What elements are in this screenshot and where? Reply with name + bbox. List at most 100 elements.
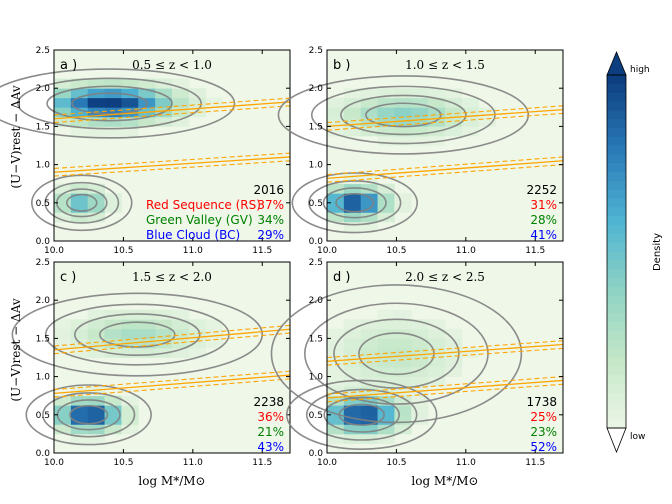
heatmap-cell bbox=[87, 309, 105, 320]
y-tick-label: 0.0 bbox=[309, 449, 324, 459]
heatmap-cell bbox=[327, 405, 345, 416]
contour-line bbox=[30, 174, 133, 232]
heatmap-cell bbox=[54, 107, 72, 118]
y-tick-label: 2.0 bbox=[36, 84, 51, 94]
heatmap-cell bbox=[172, 97, 190, 108]
heatmap-cell bbox=[54, 328, 72, 339]
heatmap-cell bbox=[343, 174, 362, 185]
heatmap-cell bbox=[205, 328, 223, 339]
colorbar-segment bbox=[607, 295, 626, 305]
colorbar-segment bbox=[607, 119, 626, 129]
heatmap-cell bbox=[377, 193, 395, 204]
heatmap-cell bbox=[377, 433, 395, 444]
plot-frame bbox=[53, 261, 291, 454]
heatmap-cell bbox=[121, 405, 139, 416]
heatmap-cell bbox=[394, 347, 412, 358]
ticks: 10.0 10.5 11.0 11.5 0.0 0.5 1.0 1.5 2.0 2.5 bbox=[36, 46, 290, 256]
heatmap-cell bbox=[394, 126, 412, 137]
colorbar-frame bbox=[606, 74, 627, 429]
heatmap-cell bbox=[478, 116, 496, 127]
heatmap-cell bbox=[87, 414, 105, 425]
colorbar-segment bbox=[607, 172, 626, 182]
x-tick-label: 10.5 bbox=[113, 246, 133, 256]
heatmap-cell bbox=[394, 376, 412, 387]
heatmap-cell bbox=[360, 433, 378, 444]
heatmap-cell bbox=[428, 367, 446, 377]
heatmap-cell bbox=[445, 116, 463, 127]
boundary-lines bbox=[326, 105, 564, 183]
heatmap-cell bbox=[155, 116, 173, 127]
colorbar-segment bbox=[607, 260, 626, 270]
heatmap-cell bbox=[70, 202, 89, 213]
heatmap-cell bbox=[87, 202, 105, 213]
heatmap-cell bbox=[377, 183, 395, 194]
colorbar-segment bbox=[607, 180, 626, 191]
heatmap-cell bbox=[343, 424, 362, 435]
x-tick-label: 10.5 bbox=[386, 246, 406, 256]
heatmap-cell bbox=[104, 126, 122, 137]
contour-line bbox=[338, 403, 385, 426]
heatmap-cell bbox=[377, 386, 395, 397]
colorbar-segment bbox=[607, 154, 626, 164]
heatmap-cell bbox=[172, 328, 190, 339]
y-tick-label: 0.0 bbox=[36, 449, 51, 459]
heatmap-cell bbox=[70, 116, 89, 127]
heatmap-cell bbox=[360, 97, 378, 108]
heatmap-cell bbox=[343, 367, 362, 377]
heatmap-cell bbox=[377, 405, 395, 416]
contour-line bbox=[65, 193, 98, 212]
heatmap-cell bbox=[411, 116, 429, 127]
x-tick-label: 10.0 bbox=[44, 246, 64, 256]
y-tick-label: 1.5 bbox=[36, 122, 50, 132]
heatmap-cell bbox=[155, 328, 173, 339]
contour-line bbox=[323, 396, 400, 433]
heatmap-cell bbox=[327, 376, 345, 387]
heatmap-cell bbox=[188, 88, 207, 99]
heatmap-cell bbox=[121, 414, 139, 425]
heatmap-cell bbox=[360, 319, 378, 330]
bc-fraction: 43% bbox=[257, 440, 284, 454]
heatmap-cell bbox=[104, 202, 122, 213]
heatmap-cell bbox=[121, 319, 139, 330]
panel-label: a ) bbox=[60, 58, 77, 73]
heatmap-cell bbox=[205, 338, 223, 349]
heatmap-cell bbox=[394, 107, 412, 118]
heatmap-cell bbox=[104, 395, 122, 406]
colorbar-segment bbox=[607, 419, 626, 429]
upper-boundary-fit bbox=[326, 343, 564, 362]
heatmap-cell bbox=[394, 193, 412, 204]
heatmap-cell bbox=[172, 88, 190, 99]
heatmap-cell bbox=[343, 193, 362, 204]
contour-line bbox=[322, 187, 387, 219]
ticks: 10.0 10.5 11.0 11.5 0.0 0.5 1.0 1.5 2.0 2.5 bbox=[309, 258, 563, 468]
y-tick-label: 1.0 bbox=[36, 373, 51, 383]
heatmap-cell bbox=[377, 424, 395, 435]
colorbar-segment bbox=[607, 357, 626, 367]
y-tick-label: 0.5 bbox=[36, 411, 50, 421]
x-tick-label: 11.5 bbox=[525, 458, 545, 468]
heatmap-cell bbox=[461, 97, 480, 108]
heatmap-cell bbox=[327, 424, 345, 435]
heatmap-cell bbox=[394, 135, 412, 146]
colorbar bbox=[606, 50, 627, 454]
heatmap-cell bbox=[70, 126, 89, 137]
galaxy-count: 2016 bbox=[253, 183, 284, 197]
plot-frame bbox=[326, 49, 564, 242]
heatmap-cell bbox=[411, 135, 429, 146]
heatmap-cell bbox=[394, 202, 412, 213]
heatmap-cell bbox=[411, 395, 429, 406]
y-tick-label: 2.5 bbox=[309, 46, 323, 56]
colorbar-segment bbox=[607, 330, 626, 341]
heatmap-cell bbox=[70, 328, 89, 339]
x-axis-label-right: log M*/M⊙ bbox=[411, 474, 478, 488]
contour-line bbox=[11, 292, 264, 377]
heatmap-cell bbox=[172, 338, 190, 349]
colorbar-segment bbox=[607, 375, 626, 385]
colorbar-label: Density bbox=[652, 233, 663, 271]
heatmap-cell bbox=[138, 328, 156, 339]
x-tick-label: 11.0 bbox=[456, 458, 476, 468]
heatmap-cell bbox=[343, 319, 362, 330]
heatmap-cell bbox=[428, 338, 446, 349]
heatmap-cell bbox=[54, 88, 72, 99]
heatmap-cell bbox=[327, 347, 345, 358]
